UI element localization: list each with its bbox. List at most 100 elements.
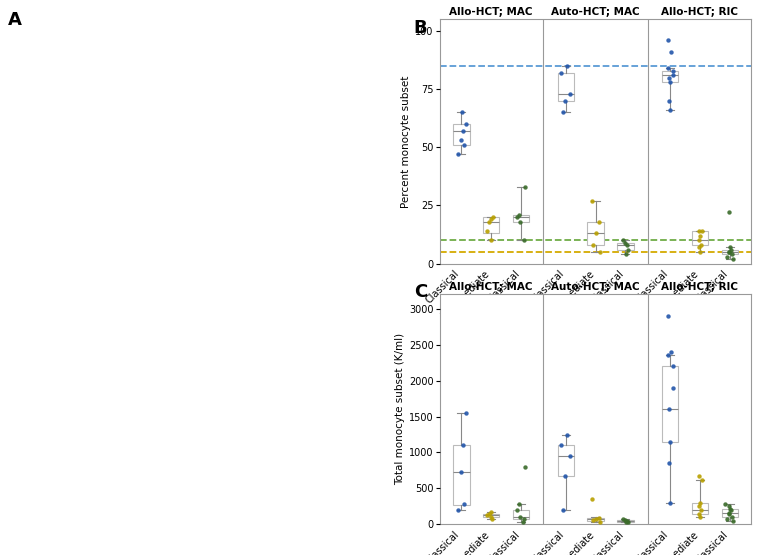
Point xyxy=(617,514,629,523)
Point xyxy=(723,248,735,256)
PathPatch shape xyxy=(453,124,470,145)
Point xyxy=(721,514,733,523)
Point xyxy=(727,517,739,526)
Point xyxy=(693,231,705,240)
PathPatch shape xyxy=(588,518,604,521)
PathPatch shape xyxy=(662,70,679,82)
Point xyxy=(593,218,605,226)
Point xyxy=(663,405,675,414)
Point xyxy=(457,441,470,450)
Point xyxy=(692,243,705,252)
Point xyxy=(559,97,571,105)
Point xyxy=(564,452,576,461)
Point xyxy=(726,513,738,522)
Point xyxy=(663,351,675,360)
Point xyxy=(513,210,525,219)
Point xyxy=(519,462,531,471)
Point xyxy=(663,97,675,105)
Point xyxy=(561,62,573,70)
Point xyxy=(723,502,735,511)
PathPatch shape xyxy=(588,222,604,245)
Point xyxy=(511,506,523,514)
Point xyxy=(481,511,493,519)
Point xyxy=(723,509,735,518)
Point xyxy=(455,467,467,476)
Point xyxy=(696,506,708,514)
Point xyxy=(514,513,526,522)
Point xyxy=(666,362,679,371)
PathPatch shape xyxy=(662,366,679,442)
Point xyxy=(617,236,629,245)
Point xyxy=(593,513,605,522)
Point xyxy=(693,248,705,256)
Point xyxy=(664,437,676,446)
Point xyxy=(696,476,708,485)
PathPatch shape xyxy=(483,217,499,234)
Text: Allo-HCT; RIC: Allo-HCT; RIC xyxy=(662,7,738,17)
Point xyxy=(483,218,495,226)
Point xyxy=(724,504,736,513)
Point xyxy=(665,347,677,356)
Point xyxy=(696,240,708,249)
Point xyxy=(721,252,733,261)
Point xyxy=(693,498,705,507)
Point xyxy=(665,48,677,57)
Point xyxy=(458,500,470,509)
Point xyxy=(727,255,739,264)
Point xyxy=(481,226,493,235)
Point xyxy=(511,213,523,221)
Point xyxy=(451,506,463,514)
PathPatch shape xyxy=(512,215,529,222)
Point xyxy=(663,73,675,82)
Point xyxy=(485,513,497,522)
Point xyxy=(620,517,633,526)
PathPatch shape xyxy=(453,445,470,504)
Point xyxy=(719,500,732,509)
Point xyxy=(619,238,631,247)
Point xyxy=(723,248,735,256)
Point xyxy=(621,517,633,526)
Text: C: C xyxy=(414,283,427,301)
Point xyxy=(451,150,463,159)
Point xyxy=(455,136,467,145)
Point xyxy=(692,236,705,245)
Point xyxy=(513,500,525,509)
Point xyxy=(561,430,573,439)
Point xyxy=(458,140,470,149)
Point xyxy=(514,218,526,226)
Point xyxy=(693,513,705,522)
Point xyxy=(594,248,606,256)
Point xyxy=(516,517,529,526)
PathPatch shape xyxy=(692,231,709,245)
Point xyxy=(557,108,569,117)
Point xyxy=(723,208,735,217)
Point xyxy=(590,514,602,523)
Point xyxy=(696,226,708,235)
Point xyxy=(692,502,705,511)
Point xyxy=(620,250,632,259)
Point xyxy=(724,243,736,252)
Point xyxy=(460,408,472,417)
Point xyxy=(692,509,705,518)
Y-axis label: Percent monocyte subset: Percent monocyte subset xyxy=(401,75,411,208)
Text: Allo-HCT; MAC: Allo-HCT; MAC xyxy=(450,7,533,17)
PathPatch shape xyxy=(722,508,738,517)
Point xyxy=(486,514,498,523)
PathPatch shape xyxy=(692,503,709,514)
PathPatch shape xyxy=(512,510,529,519)
PathPatch shape xyxy=(483,514,499,517)
Point xyxy=(587,516,599,524)
Point xyxy=(619,516,631,524)
Point xyxy=(620,518,632,527)
Point xyxy=(586,495,598,504)
Point xyxy=(590,229,602,238)
Point xyxy=(725,245,737,254)
Point xyxy=(485,236,497,245)
Point xyxy=(620,240,633,249)
X-axis label: Percent monocyte subset
(last blood sample collected): Percent monocyte subset (last blood samp… xyxy=(520,324,671,346)
Text: Allo-HCT; MAC: Allo-HCT; MAC xyxy=(450,282,533,292)
PathPatch shape xyxy=(558,445,574,476)
Point xyxy=(663,64,675,73)
Y-axis label: Total monocyte subset (K/ml): Total monocyte subset (K/ml) xyxy=(394,333,404,486)
Point xyxy=(663,459,675,468)
